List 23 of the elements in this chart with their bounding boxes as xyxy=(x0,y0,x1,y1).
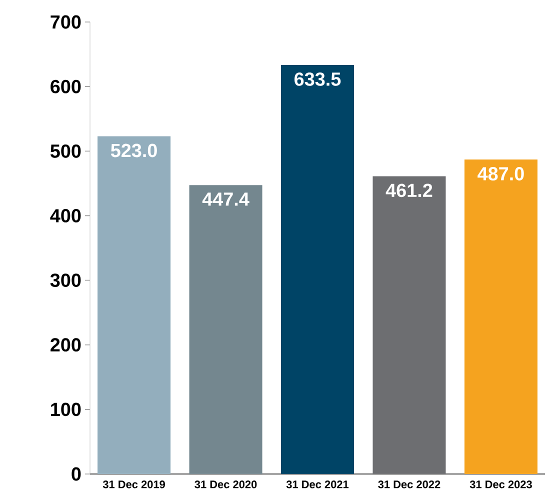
x-tick-label: 31 Dec 2022 xyxy=(378,480,440,488)
y-tick-label: 500 xyxy=(50,144,81,158)
data-label: 487.0 xyxy=(478,167,524,180)
y-tick-label: 400 xyxy=(50,209,81,222)
x-tick-label: 31 Dec 2021 xyxy=(286,480,349,488)
x-tick-label: 31 Dec 2019 xyxy=(102,480,165,488)
y-tick-label: 100 xyxy=(51,402,81,416)
bar xyxy=(98,136,171,474)
y-tick-label: 300 xyxy=(50,274,81,288)
bar xyxy=(281,64,354,474)
data-label: 633.5 xyxy=(294,72,341,86)
y-tick-label: 700 xyxy=(50,15,81,29)
bar xyxy=(372,176,446,474)
bar xyxy=(189,185,262,474)
y-tick-label: 600 xyxy=(50,80,81,94)
data-label: 447.4 xyxy=(202,192,250,206)
bar xyxy=(464,160,538,474)
data-label: 461.2 xyxy=(386,184,432,198)
x-tick-label: 31 Dec 2023 xyxy=(470,480,532,488)
y-tick-label: 200 xyxy=(50,338,81,352)
data-label: 523.0 xyxy=(110,144,157,158)
y-tick-label: 0 xyxy=(72,467,81,481)
x-tick-label: 31 Dec 2020 xyxy=(194,480,257,488)
